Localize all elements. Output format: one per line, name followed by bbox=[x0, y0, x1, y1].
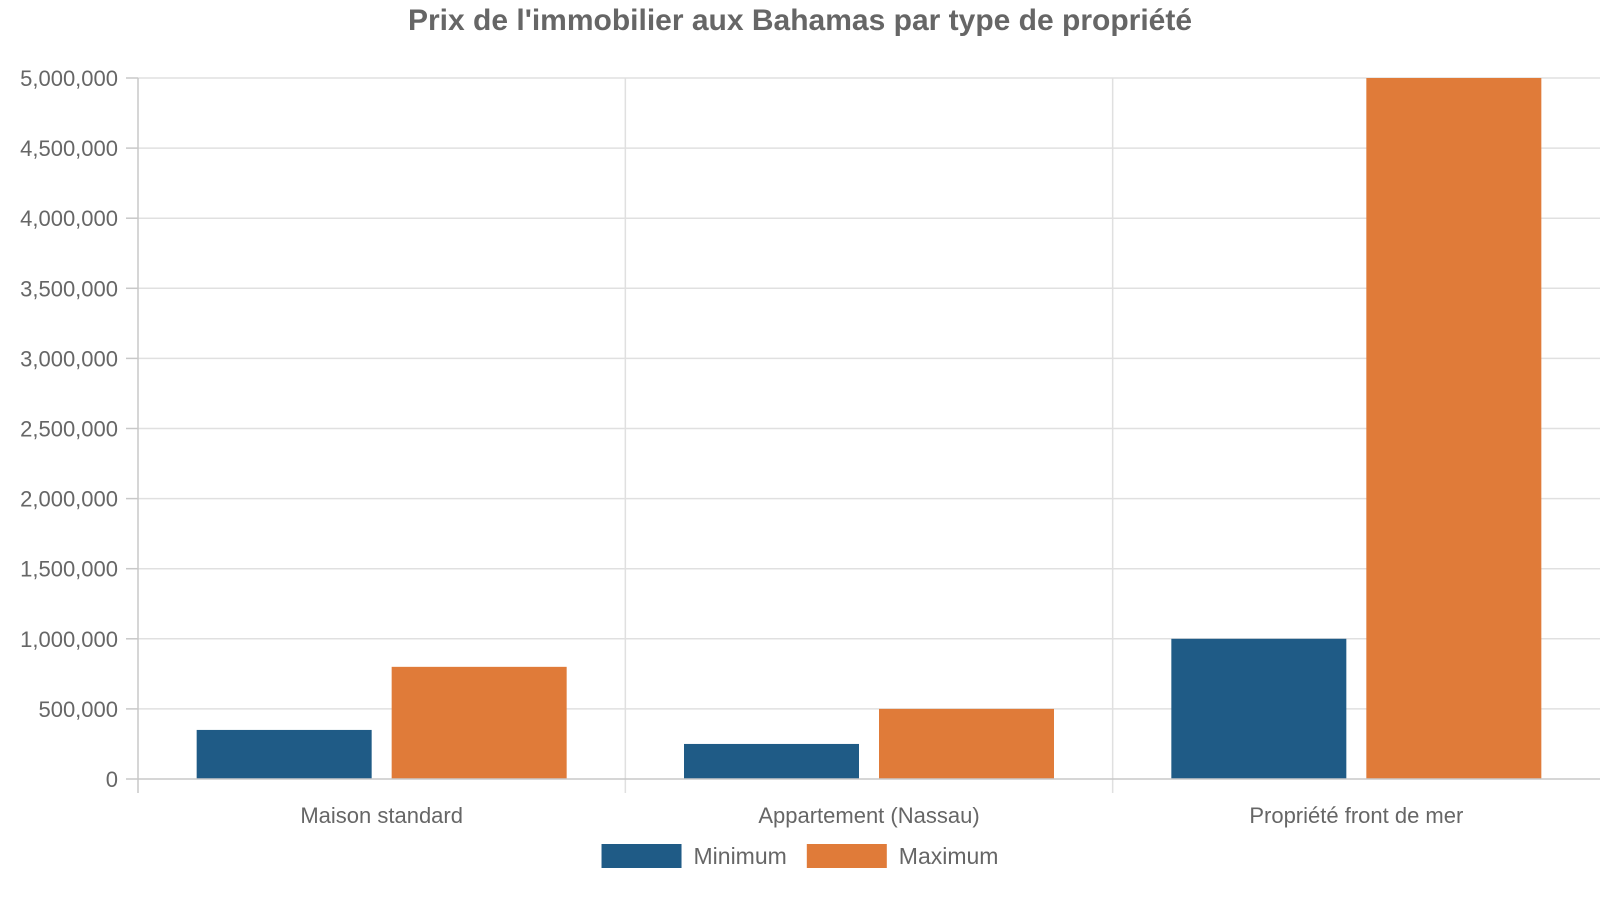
x-category-label: Appartement (Nassau) bbox=[758, 803, 979, 828]
y-tick-label: 5,000,000 bbox=[20, 66, 118, 91]
legend-label: Maximum bbox=[899, 843, 999, 869]
y-tick-label: 4,500,000 bbox=[20, 136, 118, 161]
y-axis-tick-labels: 0 500,000 1,000,000 1,500,000 2,000,000 2,500… bbox=[20, 66, 118, 792]
y-tick-label: 4,000,000 bbox=[20, 206, 118, 231]
y-tick-label: 3,500,000 bbox=[20, 276, 118, 301]
bar-maximum-1[interactable] bbox=[391, 666, 567, 779]
bar-minimum-2[interactable] bbox=[684, 743, 859, 779]
y-tick-label: 1,500,000 bbox=[20, 557, 118, 582]
legend: Minimum Maximum bbox=[601, 843, 999, 869]
chart-title: Prix de l'immobilier aux Bahamas par typ… bbox=[408, 4, 1192, 37]
bar-maximum-2[interactable] bbox=[879, 708, 1054, 779]
bar-minimum-1[interactable] bbox=[196, 729, 372, 779]
legend-label: Minimum bbox=[694, 843, 787, 869]
y-tick-label: 0 bbox=[106, 767, 118, 792]
x-category-label: Propriété front de mer bbox=[1249, 803, 1463, 828]
legend-item-minimum[interactable]: Minimum bbox=[601, 843, 787, 869]
axes bbox=[126, 77, 1600, 793]
bar-minimum-3[interactable] bbox=[1171, 638, 1347, 779]
x-category-label: Maison standard bbox=[300, 803, 463, 828]
y-tick-label: 1,000,000 bbox=[20, 627, 118, 652]
y-tick-label: 3,000,000 bbox=[20, 346, 118, 371]
bar-maximum-3[interactable] bbox=[1366, 78, 1542, 779]
y-tick-label: 2,500,000 bbox=[20, 417, 118, 442]
bars bbox=[196, 78, 1542, 779]
legend-item-maximum[interactable]: Maximum bbox=[806, 843, 999, 869]
x-axis-category-labels: Maison standard Appartement (Nassau) Propr… bbox=[300, 803, 1463, 828]
y-tick-label: 2,000,000 bbox=[20, 487, 118, 512]
legend-swatch bbox=[601, 844, 682, 868]
y-tick-label: 500,000 bbox=[38, 697, 118, 722]
grid-lines bbox=[138, 77, 1600, 793]
legend-swatch bbox=[806, 844, 887, 868]
